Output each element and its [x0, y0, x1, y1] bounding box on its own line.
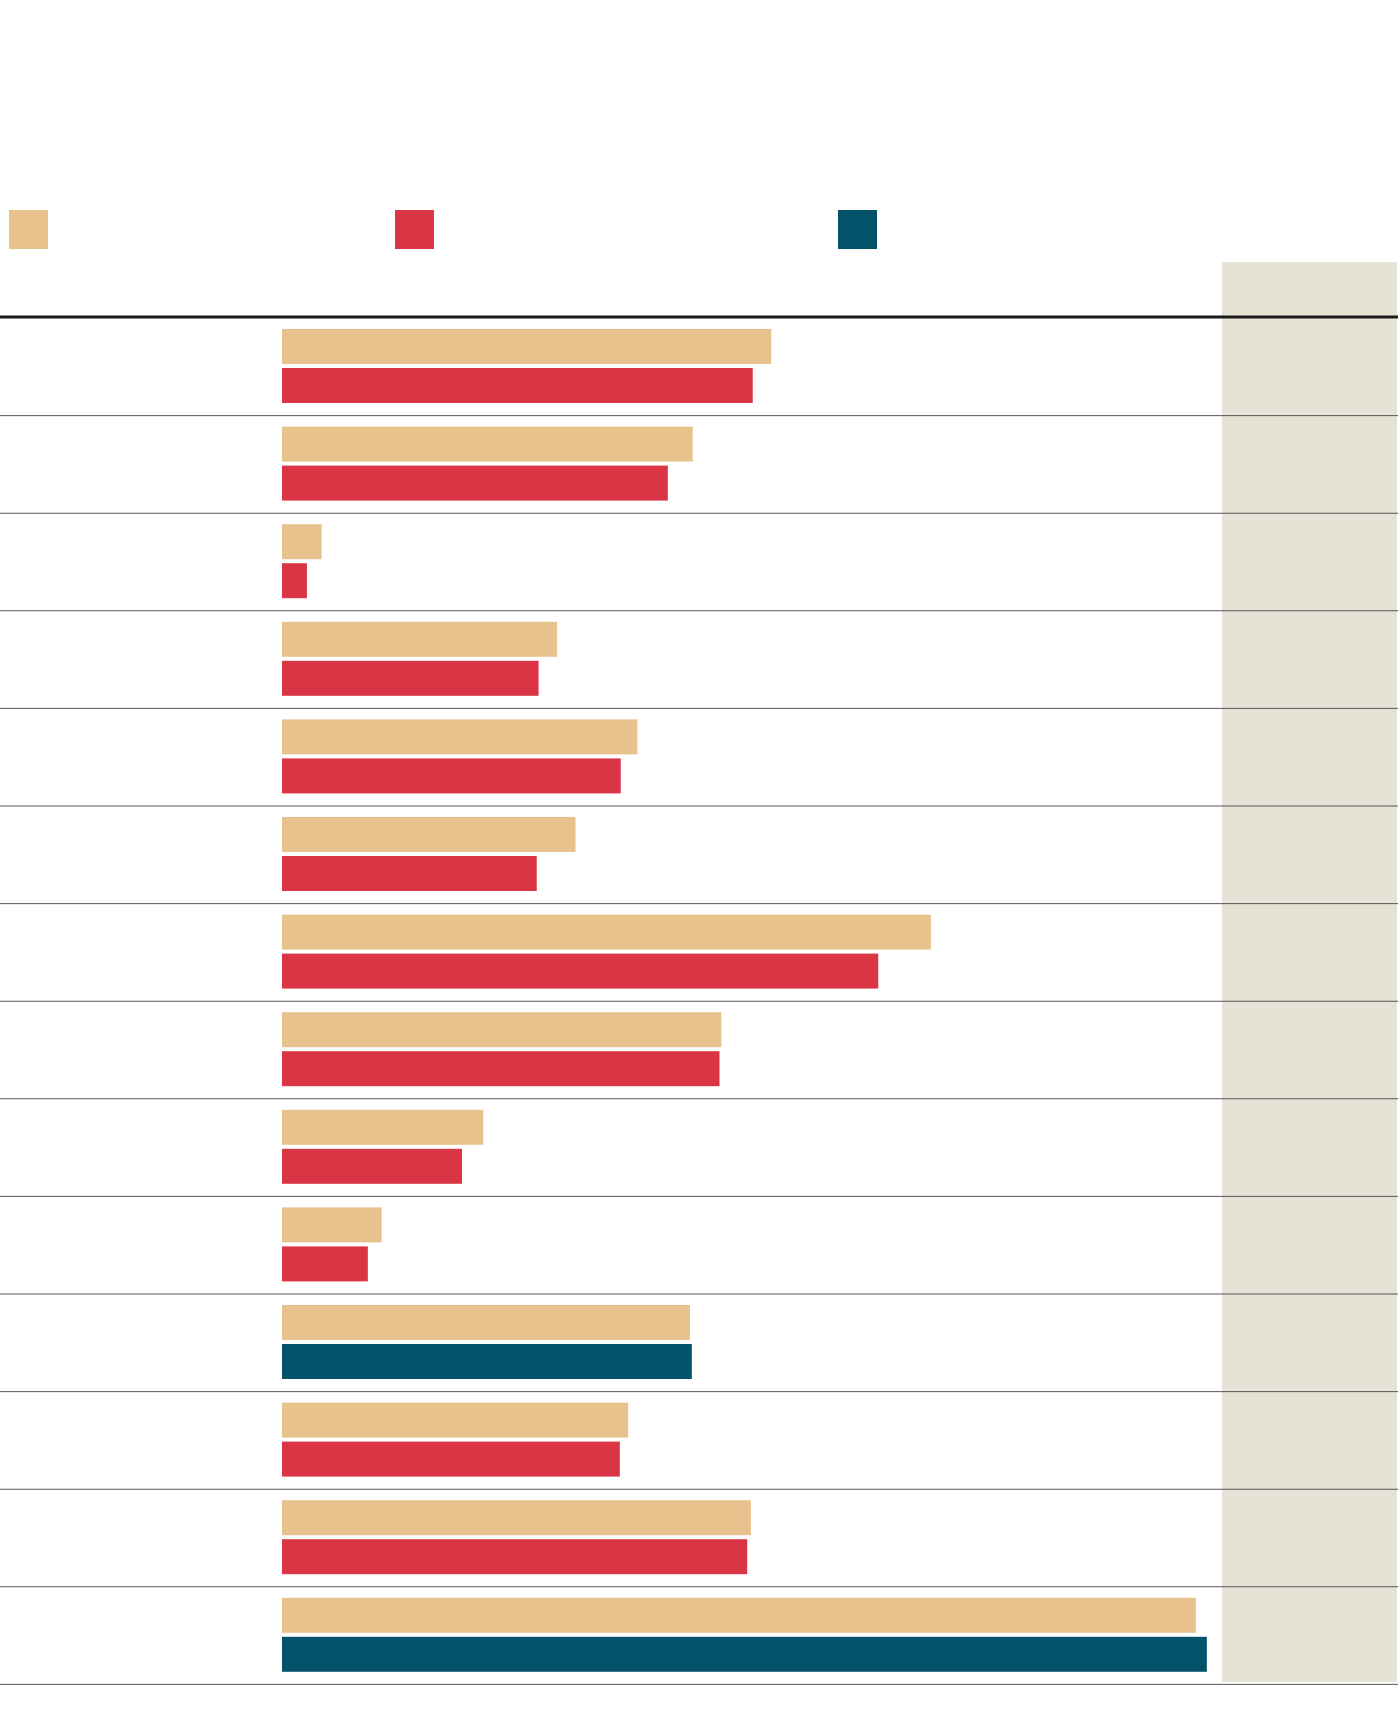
- bar-series-2: [282, 1148, 462, 1184]
- bar-series-2: [282, 465, 668, 501]
- bar-series-2: [282, 1539, 748, 1575]
- bar-row: [0, 1207, 1398, 1295]
- bar-row: [0, 426, 1398, 514]
- bar-series-1: [282, 524, 322, 560]
- legend-swatch-3: [838, 210, 877, 249]
- bar-series-1: [282, 426, 693, 462]
- bar-series-2: [282, 856, 537, 891]
- bar-series-1: [282, 914, 931, 950]
- bar-row: [0, 914, 1398, 1002]
- bar-series-3: [282, 1636, 1207, 1672]
- bar-series-2: [282, 1051, 720, 1087]
- bar-row: [0, 524, 1398, 612]
- bar-row: [0, 1305, 1398, 1393]
- bar-row: [0, 817, 1398, 905]
- bar-series-2: [282, 758, 621, 794]
- bar-series-1: [282, 1500, 751, 1536]
- bar-series-1: [282, 1305, 690, 1340]
- bar-series-3: [282, 1344, 692, 1379]
- bar-series-2: [282, 953, 879, 989]
- legend-swatch-2: [395, 210, 434, 249]
- bar-row: [0, 621, 1398, 709]
- bar-series-2: [282, 660, 539, 696]
- bar-series-1: [282, 719, 638, 755]
- bar-row: [0, 719, 1398, 807]
- bar-series-1: [282, 1402, 629, 1438]
- bar-row: [0, 1402, 1398, 1490]
- bar-row: [0, 329, 1398, 417]
- bar-rows: [0, 329, 1398, 1685]
- bar-series-1: [282, 1207, 382, 1243]
- bar-series-2: [282, 563, 307, 599]
- bar-series-1: [282, 329, 772, 364]
- bar-series-1: [282, 1109, 484, 1145]
- bar-series-1: [282, 817, 576, 852]
- bar-row: [0, 1597, 1398, 1685]
- legend-swatch-1: [9, 210, 48, 249]
- bar-row: [0, 1109, 1398, 1197]
- bar-row: [0, 1500, 1398, 1588]
- bar-series-2: [282, 1441, 620, 1477]
- bar-series-1: [282, 621, 558, 657]
- legend: [9, 210, 877, 249]
- side-panel: [1222, 262, 1397, 1682]
- bar-series-1: [282, 1597, 1196, 1633]
- bar-series-2: [282, 368, 753, 403]
- bar-series-2: [282, 1246, 368, 1282]
- bar-series-1: [282, 1012, 722, 1048]
- bar-row: [0, 1012, 1398, 1100]
